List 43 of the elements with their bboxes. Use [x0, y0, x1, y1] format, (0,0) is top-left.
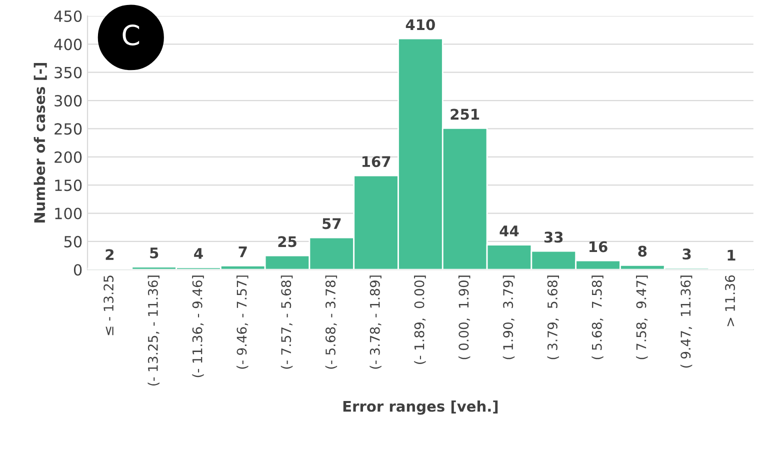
data-label: 44: [500, 226, 519, 236]
x-axis-title: Error ranges [veh.]: [343, 400, 498, 415]
y-tick-label: 350: [54, 66, 82, 78]
data-label: 4: [194, 248, 203, 259]
data-label: 3: [682, 248, 691, 260]
x-tick-label: ( 5.68, 7.58]: [592, 276, 604, 360]
data-label: 8: [638, 246, 647, 257]
y-tick-label: 100: [55, 208, 82, 220]
data-label: 251: [450, 108, 480, 120]
data-label: 7: [238, 246, 247, 258]
x-tick-label: (- 1.89, 0.00]: [414, 276, 426, 364]
data-label: 25: [278, 236, 296, 248]
y-tick-label: 250: [54, 123, 82, 135]
y-tick-label: 450: [54, 10, 82, 22]
x-tick-label: (- 5.68, - 3.78]: [325, 276, 338, 369]
data-label: 5: [150, 248, 158, 258]
y-tick-label: 0: [74, 264, 82, 276]
x-tick-label: (- 9.46, - 7.57]: [236, 276, 248, 369]
x-tick-label: ( 1.90, 3.79]: [502, 276, 515, 360]
annotation: C: [122, 24, 140, 46]
y-tick-label: 300: [54, 95, 82, 107]
x-tick-label: ( 7.58, 9.47]: [636, 276, 648, 360]
x-tick-label: (- 13.25, - 11.36]: [148, 276, 160, 386]
x-tick-label: ( 3.79, 5.68]: [547, 276, 560, 360]
y-axis-title: Number of cases [-]: [34, 63, 47, 222]
x-tick-label: (- 7.57, - 5.68]: [280, 276, 293, 369]
x-tick-label: (- 11.36, - 9.46]: [192, 276, 204, 378]
y-tick-label: 200: [54, 151, 82, 163]
x-tick-label: > 11.36: [725, 275, 736, 326]
data-label: 57: [322, 218, 341, 230]
x-tick-label: (- 3.78, - 1.89]: [370, 276, 382, 369]
data-label: 16: [590, 241, 608, 252]
data-label: 410: [406, 19, 435, 30]
data-label: 2: [106, 249, 114, 260]
data-label: 33: [544, 232, 563, 243]
y-tick-label: 50: [64, 236, 82, 248]
y-tick-label: 400: [54, 38, 82, 50]
data-label: 1: [728, 250, 736, 260]
x-tick-label: ( 0.00, 1.90]: [458, 276, 470, 360]
y-tick-label: 150: [55, 180, 82, 192]
x-tick-label: ( 9.47, 11.36]: [680, 276, 692, 368]
x-tick-label: ≤ - 13.25: [104, 276, 114, 336]
data-label: 167: [362, 156, 390, 168]
